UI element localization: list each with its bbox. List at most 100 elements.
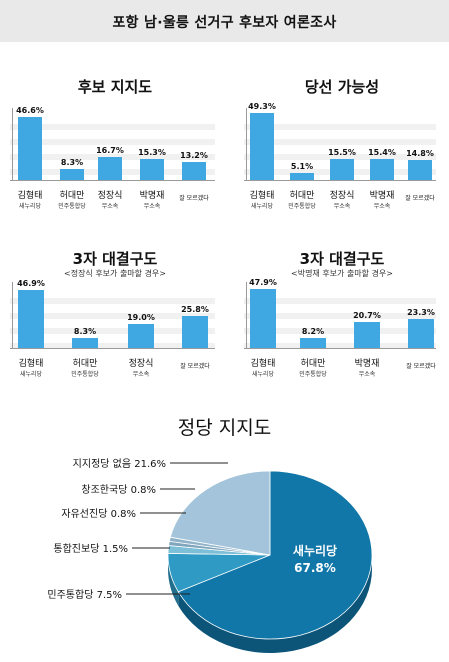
party-label: 무소속 (132, 371, 150, 378)
slice-leader-label: 민주통합당 7.5% (47, 589, 122, 601)
category-label: 허대만 (289, 191, 315, 201)
party-label: 무소속 (143, 203, 161, 210)
pie-slice-side (178, 555, 372, 653)
grid-stripe (10, 328, 215, 334)
data-label: 5.1% (290, 162, 314, 172)
data-label: 20.7% (353, 311, 381, 321)
chart-title: 3자 대결구도 (299, 250, 385, 268)
grid-stripe (10, 124, 215, 130)
grid-stripe (244, 313, 436, 319)
slice-leader-label: 자유선진당 0.8% (61, 508, 136, 520)
data-label: 14.8% (406, 148, 434, 158)
chart-title: 후보 지지도 (77, 78, 153, 96)
party-label: 민주통합당 (288, 203, 316, 210)
party-label: 민주통합당 (71, 371, 99, 378)
grid-stripe (10, 343, 215, 349)
data-label: 13.2% (180, 151, 208, 161)
category-label: 김형태 (250, 359, 276, 369)
category-label: 정장식 (97, 191, 123, 201)
category-label: 김형태 (249, 191, 275, 201)
grid-stripe (10, 298, 215, 304)
bar (72, 337, 98, 348)
x-axis (244, 348, 436, 349)
grid-stripe (244, 328, 436, 334)
data-label: 16.7% (96, 146, 124, 156)
party-label: 새누리당 (19, 371, 43, 378)
bar (60, 168, 84, 180)
category-label: 허대만 (72, 359, 98, 369)
category-label: 잘 모르겠다 (179, 195, 209, 202)
pie-chart: 새누리당 67.8% 지지정당 없음 21.6% 창조한국당 0.8% 자유선진당 0.… (47, 457, 373, 653)
bar (300, 337, 326, 348)
data-label: 15.3% (138, 148, 166, 158)
grid-stripe (10, 313, 215, 319)
chart-candidate-support: 후보 지지도 46.6% 김형태 새누리당 8.3% 허대만 민주통합당 16.7% 정장식 무… (10, 70, 220, 220)
category-label: 정장식 (329, 191, 355, 201)
grid-stripe (244, 124, 436, 130)
data-label: 8.3% (60, 157, 84, 167)
pie-slice (177, 470, 373, 640)
party-label: 새누리당 (250, 203, 274, 210)
bar (250, 112, 274, 180)
category-label: 잘 모르겠다 (406, 363, 436, 370)
party-label: 무소속 (358, 371, 376, 378)
data-label: 25.8% (181, 305, 209, 314)
data-label: 8.2% (301, 326, 325, 336)
y-axis (12, 282, 13, 348)
bar (18, 289, 44, 348)
grid-stripe (244, 298, 436, 304)
party-label: 민주통합당 (58, 203, 86, 210)
data-label: 19.0% (127, 313, 155, 323)
pie-slice (169, 470, 271, 556)
bar (98, 157, 122, 180)
category-label: 허대만 (59, 191, 85, 201)
data-label: 15.4% (368, 148, 396, 158)
y-axis (246, 108, 247, 180)
pie-slice-side (168, 555, 179, 606)
grid-stripe (10, 139, 215, 145)
bar (354, 322, 380, 348)
category-label: 박명재 (139, 191, 165, 201)
bar (408, 159, 432, 180)
party-label: 새누리당 (18, 203, 42, 210)
x-axis (244, 180, 436, 181)
bar (182, 316, 208, 348)
chart-title: 정당 지지도 (177, 417, 272, 439)
data-label: 47.9% (249, 277, 277, 287)
bar (128, 324, 154, 348)
chart-subtitle: <박명재 후보가 출마할 경우> (291, 269, 393, 278)
slice-leader-label: 통합진보당 1.5% (53, 543, 128, 555)
party-label: 무소속 (101, 203, 119, 210)
chart-title: 3자 대결구도 (72, 250, 158, 268)
bar (140, 159, 164, 180)
party-label: 새누리당 (251, 371, 275, 378)
data-label: 49.3% (248, 101, 276, 111)
grid-stripe (244, 343, 436, 349)
chart-title: 당선 가능성 (304, 78, 380, 96)
data-label: 23.3% (407, 308, 435, 318)
data-label: 15.5% (328, 147, 356, 157)
slice-leader-label: 지지정당 없음 21.6% (73, 457, 166, 470)
data-label: 8.3% (73, 326, 97, 336)
category-label: 잘 모르겠다 (405, 195, 435, 202)
y-axis (246, 282, 247, 348)
bar (18, 116, 42, 180)
grid-stripe (244, 154, 436, 160)
bar (330, 158, 354, 180)
bar (370, 159, 394, 180)
x-axis (10, 348, 215, 349)
party-label: 무소속 (333, 203, 351, 210)
data-label: 46.6% (16, 105, 44, 115)
category-label: 잘 모르겠다 (180, 363, 210, 370)
grid-stripe (244, 139, 436, 145)
category-label: 박명재 (369, 191, 395, 201)
category-label: 허대만 (300, 359, 326, 369)
bar (408, 319, 434, 348)
chart-three-way-a: 3자 대결구도 <정장식 후보가 출마할 경우> 46.9% 김형태 새누리당 8.3… (10, 240, 220, 390)
bar (182, 162, 206, 180)
y-axis (12, 108, 13, 180)
category-label: 정장식 (128, 359, 154, 369)
slice-leader-label: 창조한국당 0.8% (81, 484, 156, 496)
